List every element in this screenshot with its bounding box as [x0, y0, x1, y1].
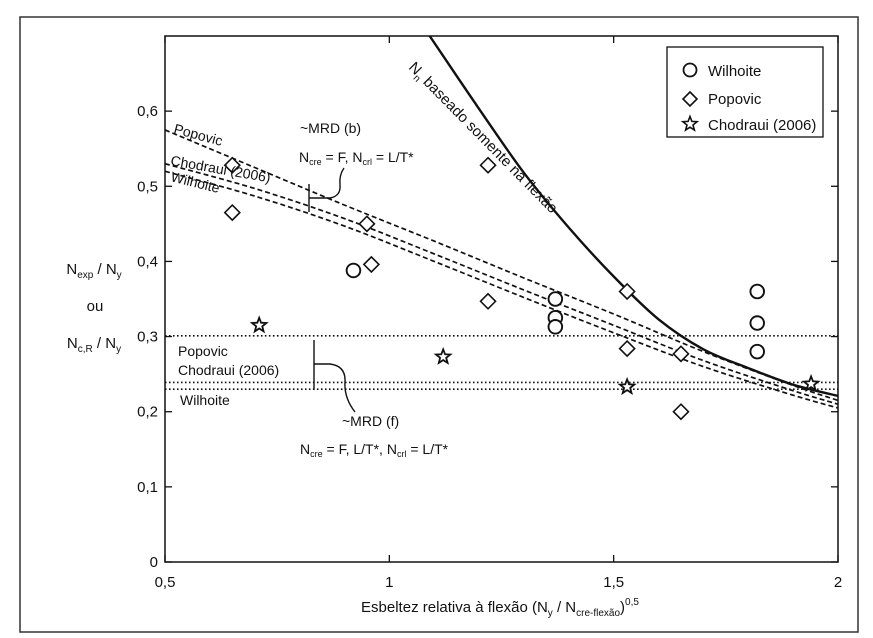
point-wilhoite — [749, 283, 765, 300]
data-points — [223, 156, 821, 421]
point-popovic — [672, 403, 690, 421]
legend-label-chodraui: Chodraui (2006) — [708, 117, 816, 134]
x-tick-label: 2 — [834, 574, 842, 591]
legend-label-popovic: Popovic — [708, 91, 762, 108]
mrd-b-bracket — [308, 167, 345, 212]
y-tick-label: 0,1 — [137, 479, 158, 496]
y-label-line3: Nc,R / Ny — [67, 335, 121, 355]
x-tick-label: 1 — [385, 574, 393, 591]
legend-label-wilhoite: Wilhoite — [708, 63, 761, 80]
curve-mrd-b-chodraui — [165, 162, 838, 406]
y-label-line1: Nexp / Ny — [66, 261, 121, 281]
point-popovic — [618, 282, 636, 301]
legend: Wilhoite Popovic Chodraui (2006) — [666, 46, 824, 138]
x-tick-label: 0,5 — [155, 574, 176, 591]
point-chodraui — [617, 376, 637, 396]
y-tick-label: 0,3 — [137, 329, 158, 346]
point-wilhoite — [749, 315, 765, 331]
mrd-b-title: ~MRD (b) — [300, 120, 361, 136]
y-tick-label: 0,4 — [137, 253, 158, 270]
point-popovic — [618, 339, 636, 358]
y-label-line2: ou — [87, 298, 104, 315]
label-wilhoite-f: Wilhoite — [180, 392, 230, 408]
point-popovic — [223, 203, 241, 222]
mrd-f-title: ~MRD (f) — [342, 413, 399, 429]
label-popovic-f: Popovic — [178, 343, 228, 359]
point-popovic — [672, 345, 690, 363]
point-popovic — [223, 156, 241, 174]
point-popovic — [362, 255, 381, 274]
x-axis-label: Esbeltez relativa à flexão (Ny / Ncre-fl… — [361, 597, 639, 619]
y-tick-label: 0,5 — [137, 178, 158, 195]
y-tick-label: 0 — [150, 554, 158, 571]
legend-marker-star — [680, 114, 700, 132]
y-tick-label: 0,6 — [137, 103, 158, 120]
y-axis-label: Nexp / Ny ou Nc,R / Ny — [66, 261, 121, 355]
point-popovic — [479, 292, 497, 310]
mrd-f-formula: Ncre = F, L/T*, Ncrl = L/T* — [300, 441, 449, 459]
curves — [165, 36, 838, 409]
legend-marker-circle — [682, 62, 698, 78]
legend-marker-diamond — [681, 90, 699, 108]
curve-mrd-b-popovic — [165, 129, 838, 402]
point-wilhoite — [345, 262, 362, 279]
plot-frame — [164, 35, 839, 563]
point-chodraui — [433, 346, 453, 365]
axis-ticks — [164, 36, 839, 563]
point-chodraui — [249, 315, 269, 334]
point-popovic — [358, 215, 376, 233]
point-wilhoite — [547, 291, 564, 307]
tick-labels: 0,5 1 1,5 2 0 0,1 0,2 0,3 0,4 0,5 0,6 — [137, 103, 842, 591]
x-tick-label: 1,5 — [603, 574, 624, 591]
mrd-f-bracket — [313, 340, 356, 413]
y-tick-label: 0,2 — [137, 404, 158, 421]
point-wilhoite — [547, 319, 564, 335]
point-wilhoite — [749, 343, 765, 360]
point-chodraui — [801, 373, 821, 393]
point-popovic — [479, 156, 497, 174]
label-chodraui-f: Chodraui (2006) — [178, 362, 279, 378]
mrd-b-formula: Ncre = F, Ncrl = L/T* — [299, 149, 414, 167]
